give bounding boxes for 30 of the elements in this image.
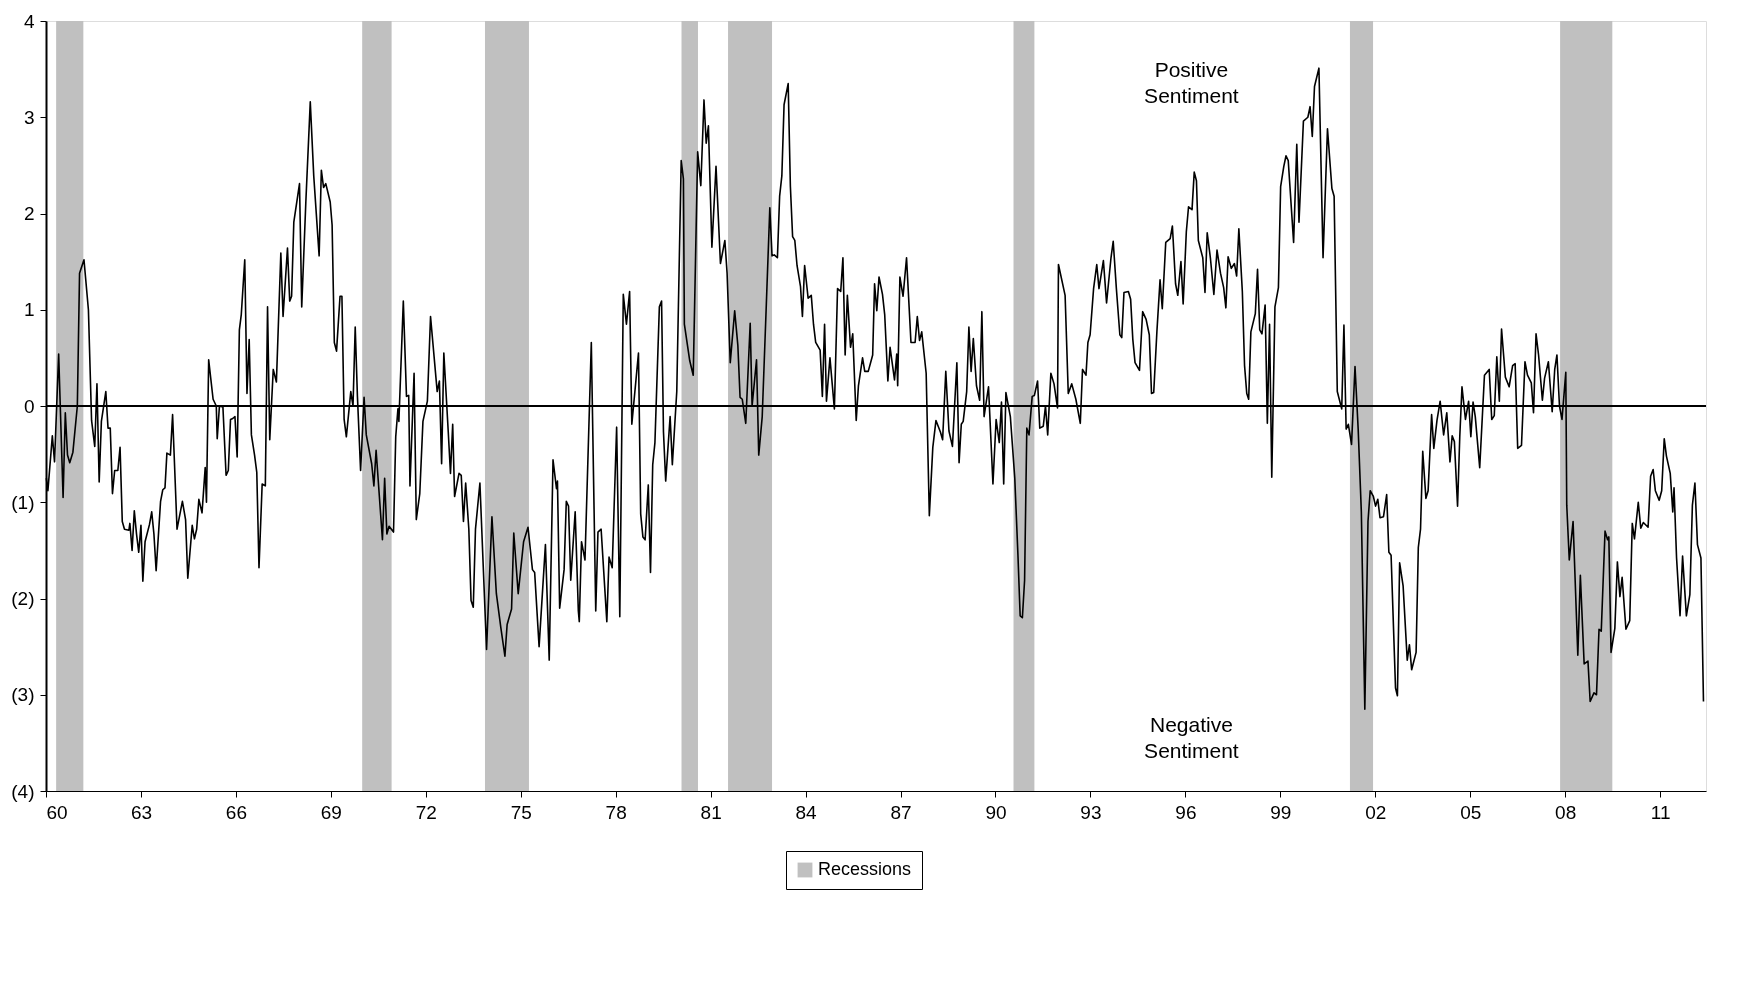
y-tick-label: (2) xyxy=(11,588,35,609)
y-tick-label: 4 xyxy=(23,10,35,32)
x-tick-label: 60 xyxy=(46,801,68,823)
y-tick-label: 1 xyxy=(23,299,35,321)
x-tick-label: 75 xyxy=(510,801,532,823)
x-tick-label: 93 xyxy=(1080,801,1102,823)
x-tick-label: 72 xyxy=(415,801,437,823)
y-tick-label: (3) xyxy=(11,684,35,706)
y-tick-label: 2 xyxy=(23,203,35,224)
y-tick-label: 0 xyxy=(23,395,35,417)
x-tick-label: 81 xyxy=(700,801,722,823)
annotation: Positive Sentiment xyxy=(1144,58,1239,108)
x-tick-label: 69 xyxy=(320,801,342,823)
legend-label: Recessions xyxy=(818,859,912,879)
x-tick-label: 66 xyxy=(225,801,247,823)
y-tick-label: 3 xyxy=(23,106,35,128)
x-tick-label: 87 xyxy=(890,801,912,823)
x-tick-label: 02 xyxy=(1365,801,1387,823)
x-tick-label: 90 xyxy=(985,801,1007,823)
x-tick-label: 08 xyxy=(1555,801,1577,823)
x-tick-label: 84 xyxy=(795,801,818,823)
y-tick-label: (4) xyxy=(11,780,35,802)
x-tick-label: 99 xyxy=(1270,801,1292,823)
x-tick-label: 11 xyxy=(1650,801,1671,823)
x-tick-label: 78 xyxy=(605,801,627,823)
x-tick-label: 05 xyxy=(1460,801,1482,823)
x-tick-label: 63 xyxy=(130,801,153,823)
annotation: Negative Sentiment xyxy=(1144,712,1239,762)
x-tick-label: 96 xyxy=(1175,801,1197,823)
y-tick-label: (1) xyxy=(11,491,35,513)
